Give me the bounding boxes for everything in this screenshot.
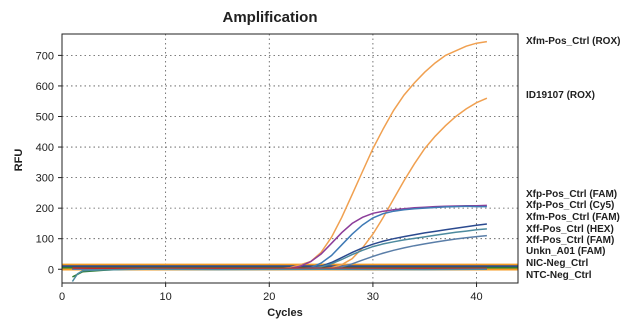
series-lines xyxy=(71,40,488,282)
legend-entry: Xfm-Pos_Ctrl (ROX) xyxy=(526,36,620,47)
legend-entry: ID19107 (ROX) xyxy=(526,90,595,101)
y-tick-label: 500 xyxy=(36,111,54,123)
chart-title: Amplification xyxy=(222,9,317,26)
x-tick-label: 10 xyxy=(160,291,172,303)
x-axis-label: Cycles xyxy=(267,307,302,319)
legend-entry: Xff-Pos_Ctrl (FAM) xyxy=(526,235,614,246)
series-line xyxy=(71,268,487,282)
legend-entry: Xfm-Pos_Ctrl (FAM) xyxy=(526,212,620,223)
series-line xyxy=(72,97,488,271)
tick-labels: 0 100 200 300 400 500 600 700 0 10 20 30 40 xyxy=(36,50,483,303)
legend-entry: Unkn_A01 (FAM) xyxy=(526,246,605,257)
plot-frame xyxy=(61,33,519,284)
x-tick-label: 30 xyxy=(367,291,379,303)
series-line xyxy=(72,228,487,271)
y-tick-label: 0 xyxy=(48,264,54,276)
y-tick-label: 600 xyxy=(36,81,54,93)
series-line xyxy=(72,234,487,271)
grid-lines xyxy=(61,34,518,283)
legend-entry: Xfp-Pos_Ctrl (FAM) xyxy=(526,189,617,200)
x-tick-label: 0 xyxy=(59,291,65,303)
y-tick-label: 400 xyxy=(36,142,54,154)
y-tick-label: 200 xyxy=(36,203,54,215)
legend-entry: Xff-Pos_Ctrl (HEX) xyxy=(526,224,614,235)
series-line xyxy=(72,205,487,271)
y-axis-label: RFU xyxy=(13,149,25,172)
legend: Xfm-Pos_Ctrl (ROX) ID19107 (ROX) Xfp-Pos_C… xyxy=(526,36,620,281)
x-tick-label: 20 xyxy=(263,291,275,303)
y-tick-label: 100 xyxy=(36,234,54,246)
y-tick-label: 300 xyxy=(36,173,54,185)
x-tick-label: 40 xyxy=(470,291,482,303)
legend-entry: NIC-Neg_Ctrl xyxy=(526,258,588,269)
axes xyxy=(58,33,519,287)
legend-entry: NTC-Neg_Ctrl xyxy=(526,270,592,281)
legend-entry: Xfp-Pos_Ctrl (Cy5) xyxy=(526,200,614,211)
y-tick-label: 700 xyxy=(36,50,54,62)
plot-area xyxy=(62,34,518,283)
